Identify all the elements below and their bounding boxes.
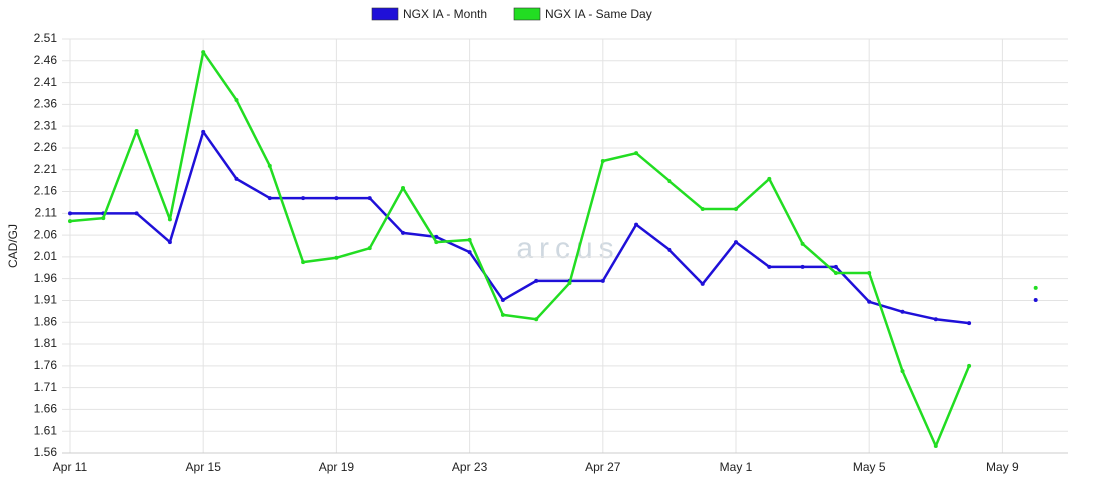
data-point [334,196,339,201]
y-tick-label: 1.71 [34,380,58,394]
y-tick-label: 2.46 [34,53,58,67]
data-point [800,264,805,269]
data-point [301,196,306,201]
data-point [700,281,705,286]
y-tick-label: 1.91 [34,293,58,307]
y-tick-label: 2.16 [34,184,58,198]
data-point [933,317,938,322]
y-tick-label: 1.81 [34,336,58,350]
data-point [600,159,605,164]
data-point [867,299,872,304]
series-line [69,50,971,448]
data-point [68,211,72,216]
data-point [500,312,505,317]
data-point [667,179,672,184]
data-point [600,278,605,283]
y-tick-label: 2.36 [34,97,58,111]
data-point [68,219,72,224]
data-point [401,230,405,235]
legend-label: NGX IA - Same Day [545,7,652,21]
y-tick-label: 1.76 [34,358,58,372]
data-point [334,255,339,260]
data-point [267,196,272,201]
data-point [734,206,738,211]
data-point [267,163,272,168]
x-tick-label: May 1 [720,460,753,474]
y-tick-label: 1.61 [34,423,58,437]
data-point [301,260,306,265]
y-tick-label: 2.01 [34,249,58,263]
x-tick-label: Apr 11 [53,460,88,474]
data-point [534,278,539,283]
x-tick-label: May 9 [986,460,1019,474]
data-point [933,444,938,449]
y-tick-label: 2.06 [34,227,58,241]
data-point [700,206,705,211]
data-point [767,264,772,269]
data-point [201,50,206,55]
legend-swatch [371,7,399,21]
watermark: arcus [516,232,619,265]
x-tick-label: Apr 19 [319,460,355,474]
data-point [134,211,139,216]
data-point [134,128,139,133]
data-point [833,271,838,276]
data-point [367,246,372,251]
x-tick-label: Apr 27 [585,460,621,474]
data-point [434,240,439,245]
y-tick-label: 2.21 [34,162,58,176]
y-tick-label: 1.56 [34,445,58,459]
data-point [967,321,972,326]
y-tick-label: 2.51 [34,31,58,45]
data-point [234,176,239,181]
data-point [567,281,572,286]
data-point [367,196,372,201]
data-point [167,240,172,245]
data-point [667,247,672,252]
data-point [534,317,539,322]
data-point [467,237,472,242]
x-tick-label: Apr 15 [186,460,222,474]
data-point [833,264,838,269]
y-axis-label: CAD/GJ [6,224,20,268]
data-point [634,222,639,227]
data-point [900,309,905,314]
y-tick-label: 1.86 [34,314,58,328]
data-point [734,240,738,245]
data-point [967,363,972,368]
legend-swatch [513,7,541,21]
x-tick-label: May 5 [853,460,886,474]
data-point [867,271,872,276]
data-point [234,98,239,103]
data-point [900,369,905,374]
data-point [634,151,639,156]
data-point [201,129,206,134]
data-point [467,250,472,255]
data-point [434,234,439,239]
y-tick-label: 2.26 [34,140,58,154]
data-point [800,241,805,246]
data-point [101,216,106,221]
data-point [767,176,772,181]
y-tick-label: 2.41 [34,75,58,89]
data-point [1033,298,1038,303]
y-tick-label: 1.96 [34,271,58,285]
y-tick-label: 1.66 [34,402,58,416]
data-point [500,298,505,303]
x-tick-label: Apr 23 [452,460,488,474]
series-line [70,130,970,325]
y-tick-label: 2.11 [35,205,58,219]
legend-label: NGX IA - Month [403,7,487,21]
data-point [1033,285,1038,290]
data-point [401,186,405,191]
data-point [167,217,172,222]
y-tick-label: 2.31 [34,118,58,132]
